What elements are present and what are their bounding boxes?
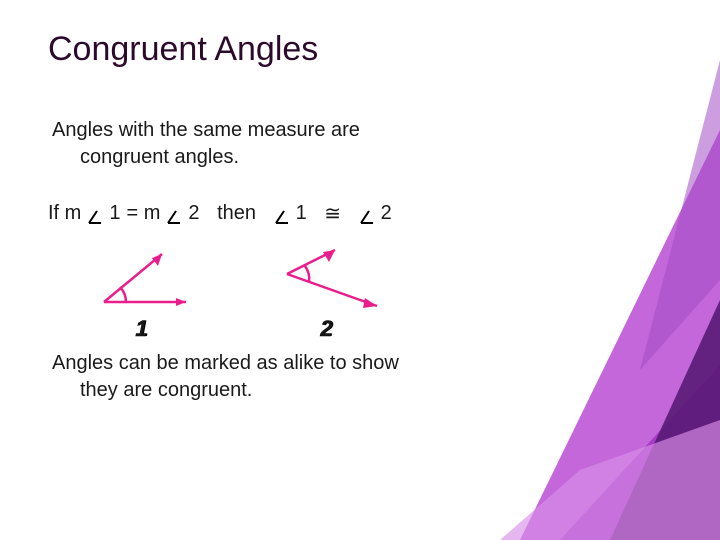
txt-cong: ≅: [324, 201, 341, 226]
footer-text: Angles can be marked as alike to show th…: [48, 350, 608, 404]
figure-1-label: 1: [135, 316, 147, 342]
definition-line2: congruent angles.: [80, 144, 608, 171]
figure-2-label: 2: [320, 316, 332, 342]
angle-diagram-2: [269, 244, 384, 314]
angle-icon: [166, 208, 182, 224]
page-title: Congruent Angles: [48, 30, 608, 69]
content-area: Congruent Angles Angles with the same me…: [48, 30, 608, 404]
txt-1a: 1: [109, 202, 120, 225]
definition-line1: Angles with the same measure are: [52, 119, 360, 141]
angle-icon: [274, 208, 290, 224]
txt-2a: 2: [188, 202, 199, 225]
angle-icon: [87, 208, 103, 224]
txt-then: then: [217, 202, 256, 225]
angle-figures: 1 2: [84, 244, 608, 342]
footer-line1: Angles can be marked as alike to show: [52, 352, 399, 374]
definition-text: Angles with the same measure are congrue…: [48, 117, 608, 171]
txt-if: If m: [48, 202, 81, 225]
angle-diagram-1: [84, 244, 199, 314]
txt-eq: = m: [126, 202, 160, 225]
figure-1: 1: [84, 244, 199, 342]
txt-1b: 1: [296, 202, 307, 225]
slide: Congruent Angles Angles with the same me…: [0, 0, 720, 540]
figure-2: 2: [269, 244, 384, 342]
angle-icon: [359, 208, 375, 224]
txt-2b: 2: [381, 202, 392, 225]
math-statement: If m 1 = m 2 then 1 ≅ 2: [48, 201, 608, 226]
footer-line2: they are congruent.: [80, 377, 608, 404]
